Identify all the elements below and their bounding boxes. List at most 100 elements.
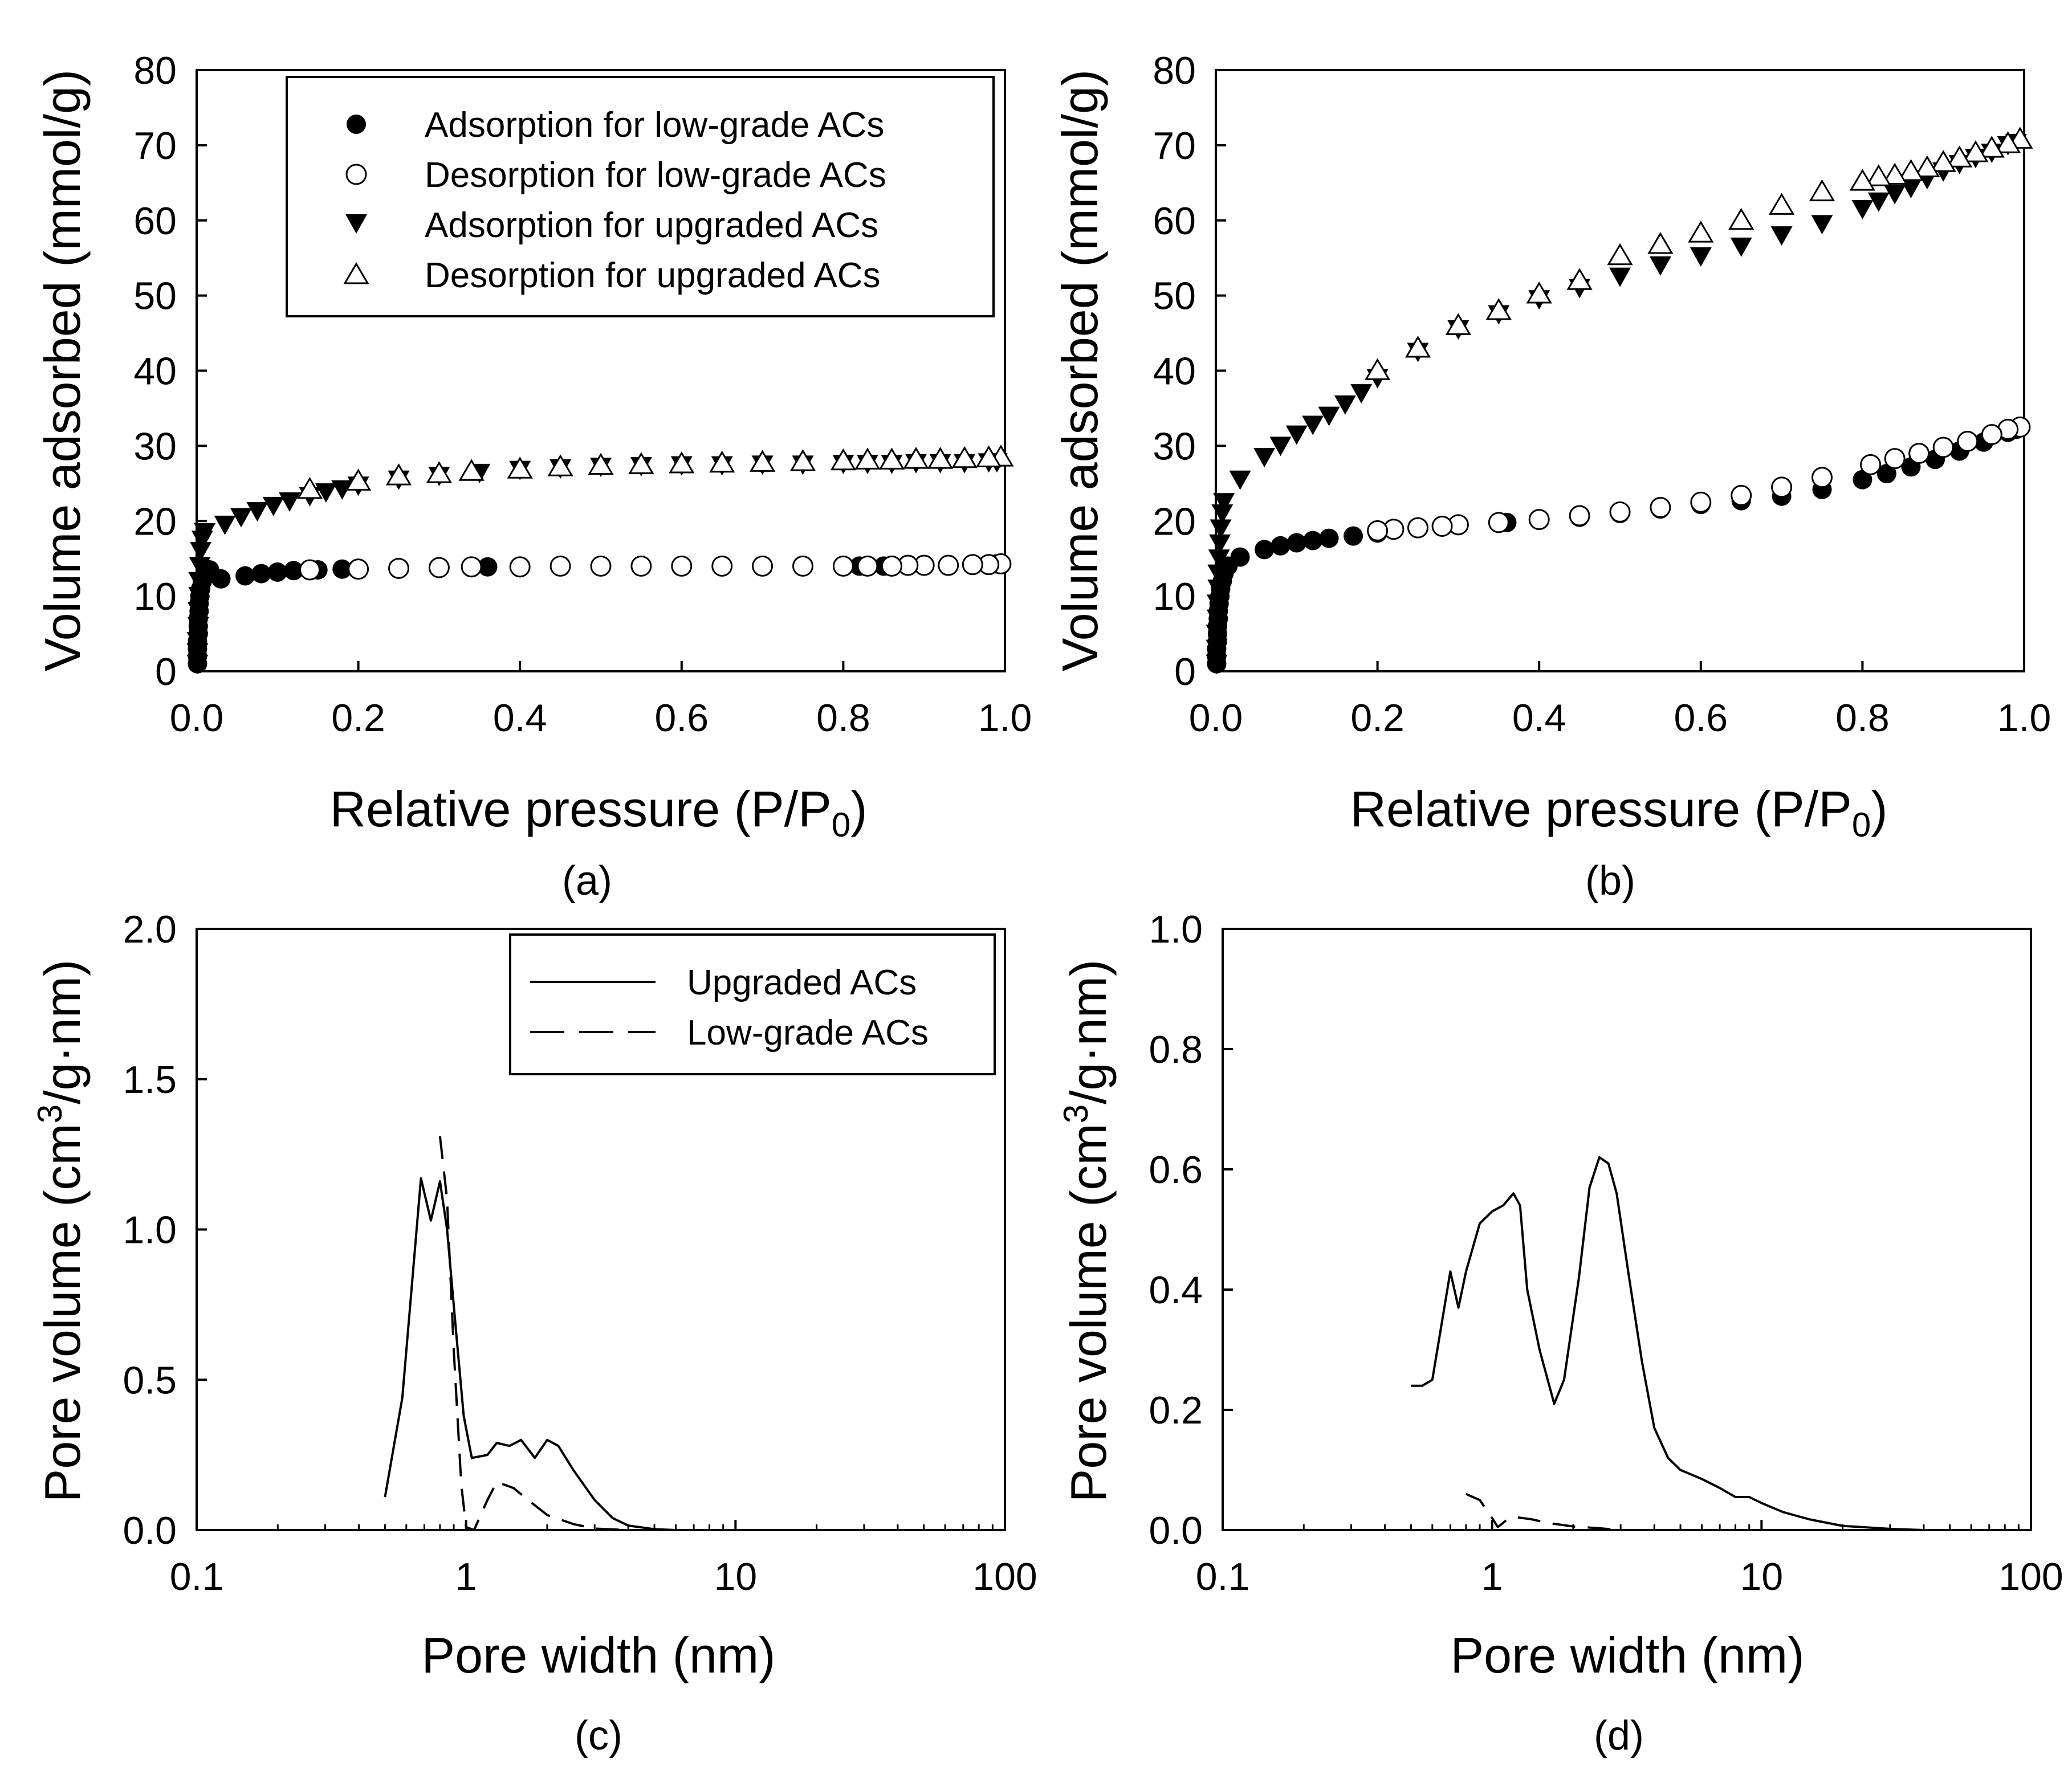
data-point [1690,247,1712,267]
legend-label: Desorption for upgraded ACs [425,256,881,295]
data-point [1255,540,1275,560]
data-point [1946,145,1973,168]
data-point [1285,425,1308,445]
data-point [187,602,209,622]
legend: Upgraded ACs Low-grade ACs [509,933,996,1075]
data-point [246,502,268,522]
data-point [1771,476,1793,498]
y-axis: 0 10 20 30 40 50 60 70 80 [133,49,207,694]
data-point [671,555,693,577]
data-point [854,447,881,470]
y-tick-label: 0.5 [123,1359,177,1402]
data-point [1209,534,1231,554]
data-point [1811,215,1833,235]
series-line-low-grade [438,1136,629,1531]
legend-label: Upgraded ACs [687,963,917,1002]
data-point [1208,549,1230,569]
x-axis-title: Pore width (nm) [421,1627,775,1683]
data-point [315,483,337,503]
data-point [1302,415,1324,435]
data-point [1979,136,2005,158]
data-point [549,555,571,577]
y-tick-label: 50 [133,275,177,318]
x-tick-label: 0.8 [816,696,870,740]
legend-marker-open-circle [345,164,367,185]
y-tick-label: 10 [1153,575,1196,618]
x-tick-label: 0.4 [1512,696,1566,740]
data-point [1569,505,1590,527]
y-tick-label: 0 [155,650,177,694]
data-point [1882,162,1908,185]
panel-c: 0.1 1 10 100 0.0 0.5 1.0 1.5 2.0 Upgraded ACs L… [31,908,1037,1759]
data-point [630,555,652,577]
panel-b: 0.0 0.2 0.4 0.6 0.8 1.0 0 10 20 30 40 50 60 70 80 Vol… [1052,49,2051,904]
data-point [1963,140,1989,162]
data-point [1431,515,1453,537]
data-point [1995,131,2021,153]
y-tick-label: 60 [133,199,177,243]
data-point [1367,520,1389,541]
y-tick-label: 0.0 [123,1509,177,1552]
x-tick-label: 0.1 [1196,1555,1250,1598]
data-point [1607,243,1633,266]
data-point [1211,504,1234,524]
data-layer [384,1136,676,1531]
data-point [547,454,573,476]
data-point [1876,464,1896,484]
data-point [331,480,353,500]
plot-frame [1215,69,2025,672]
data-point [189,557,211,577]
y-axis: 0 10 20 30 40 50 60 70 80 [1153,49,1226,694]
x-axis-title: Relative pressure (P/P0) [1350,781,1887,844]
data-point [951,446,978,468]
data-point [1253,448,1276,468]
data-point [832,555,854,577]
data-point [1849,169,1876,191]
data-point [1206,625,1228,645]
x-axis: 0.0 0.2 0.4 0.6 0.8 1.0 [1189,661,2051,740]
data-point [1932,437,1954,458]
data-point [857,555,878,577]
data-point [1728,207,1755,230]
y-tick-label: 60 [1153,199,1196,243]
y-tick-label: 40 [1153,350,1196,393]
y-tick-label: 0.6 [1149,1148,1203,1192]
data-point [1213,493,1235,513]
x-tick-label: 1.0 [1997,696,2051,740]
data-point [478,557,498,577]
y-tick-label: 1.0 [1149,908,1203,951]
x-tick-label: 1 [455,1555,477,1598]
data-point [881,555,902,577]
y-axis-title-superscript: 3 [31,1104,69,1123]
data-point [1768,193,1795,215]
data-point [1526,282,1552,304]
data-point [1730,237,1752,257]
y-tick-label: 1.0 [123,1209,177,1252]
y-axis-title: Pore volume (cm3/g·nm) [1057,960,1117,1503]
data-point [976,445,1002,467]
data-point [296,476,323,499]
data-point [1206,654,1228,674]
y-axis-title: Volume adsorbed (mmol/g) [1052,70,1108,671]
data-point [190,542,212,561]
data-point [251,564,271,584]
data-point [262,496,284,516]
data-layer [186,444,1014,674]
x-axis-title-subscript: 0 [832,806,850,844]
data-point [1690,491,1712,513]
data-point [792,555,813,577]
data-point [461,556,482,578]
data-point [1851,199,1874,219]
y-tick-label: 0.4 [1149,1269,1203,1312]
data-point [509,556,531,578]
panel-label: (d) [1594,1713,1644,1759]
data-point [1207,579,1230,599]
data-point [1350,384,1373,404]
data-point [1405,335,1431,358]
data-point [1609,501,1631,523]
data-point [1271,536,1291,556]
data-point [1488,512,1509,533]
data-point [588,452,614,475]
data-point [428,557,450,578]
data-point [590,555,612,577]
